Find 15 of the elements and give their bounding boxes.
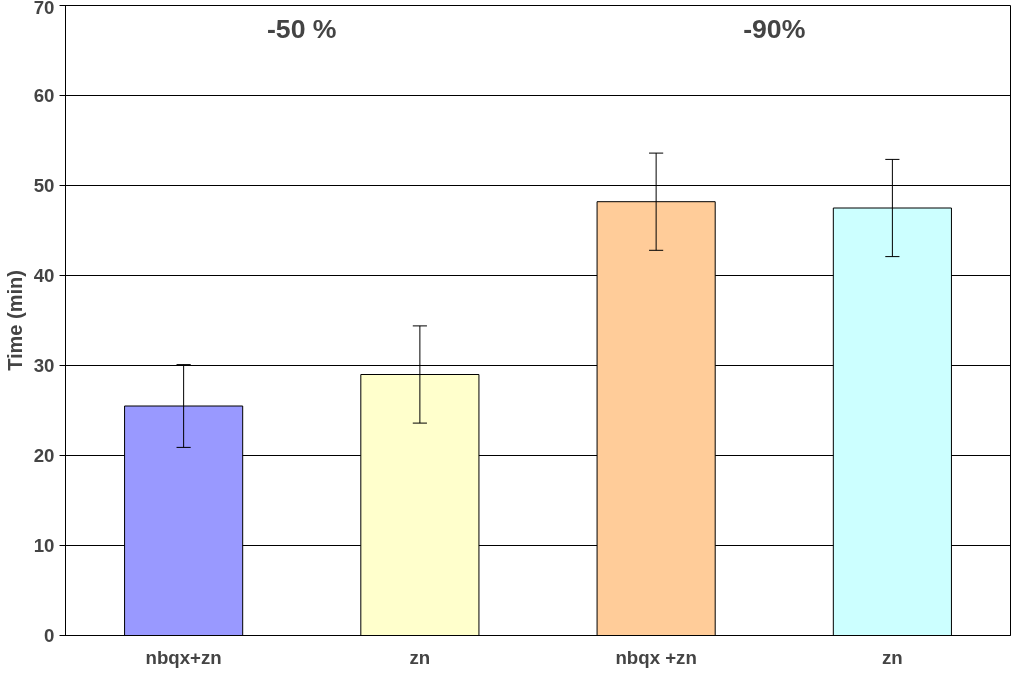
x-tick-label: zn bbox=[409, 646, 431, 668]
y-tick-label: 10 bbox=[33, 535, 55, 556]
y-tick-label: 60 bbox=[33, 85, 55, 106]
y-tick-label: 50 bbox=[33, 175, 55, 196]
annotation: -50 % bbox=[266, 13, 337, 44]
y-axis-title: Time (min) bbox=[3, 270, 26, 371]
x-tick-label: zn bbox=[882, 646, 903, 668]
y-tick-label: 30 bbox=[33, 355, 55, 376]
y-tick-label: 0 bbox=[44, 625, 55, 646]
y-tick-label: 20 bbox=[33, 445, 55, 466]
x-tick-label: nbqx+zn bbox=[145, 646, 222, 668]
y-tick-label: 40 bbox=[33, 265, 55, 286]
x-tick-label: nbqx +zn bbox=[615, 646, 697, 668]
y-tick-label: 70 bbox=[33, 0, 55, 18]
annotation: -90% bbox=[743, 13, 806, 44]
